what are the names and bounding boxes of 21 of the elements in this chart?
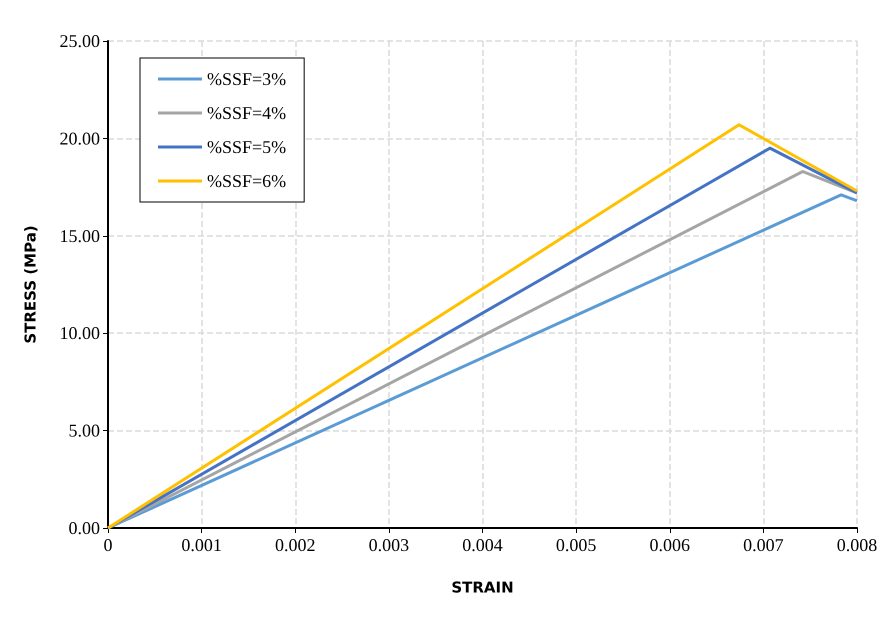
legend-label: %SSF=3% xyxy=(207,69,286,89)
x-tick-label: 0 xyxy=(104,535,112,555)
legend-label: %SSF=5% xyxy=(207,137,286,157)
x-tick-label: 0.004 xyxy=(462,535,503,555)
y-tick-label: 5.00 xyxy=(68,420,100,441)
x-tick-label: 0.007 xyxy=(743,535,784,555)
x-tick-label: 0.006 xyxy=(650,535,690,555)
x-tick-label: 0.008 xyxy=(836,535,878,555)
x-tick-label: 0.003 xyxy=(368,535,410,555)
x-tick-label: 0.002 xyxy=(275,535,316,555)
x-axis-title: STRAIN xyxy=(451,578,514,596)
y-axis-title: STRESS (MPa) xyxy=(22,225,40,344)
y-tick-label: 0.00 xyxy=(68,518,100,538)
legend-label: %SSF=4% xyxy=(207,103,286,123)
legend-label: %SSF=6% xyxy=(207,171,286,191)
x-tick-label: 0.001 xyxy=(181,535,222,555)
y-tick-label: 10.00 xyxy=(60,323,100,344)
x-tick-label: 0.005 xyxy=(556,535,596,555)
y-tick-label: 15.00 xyxy=(60,226,100,246)
y-tick-label: 25.00 xyxy=(60,31,100,51)
y-tick-label: 20.00 xyxy=(60,128,100,148)
